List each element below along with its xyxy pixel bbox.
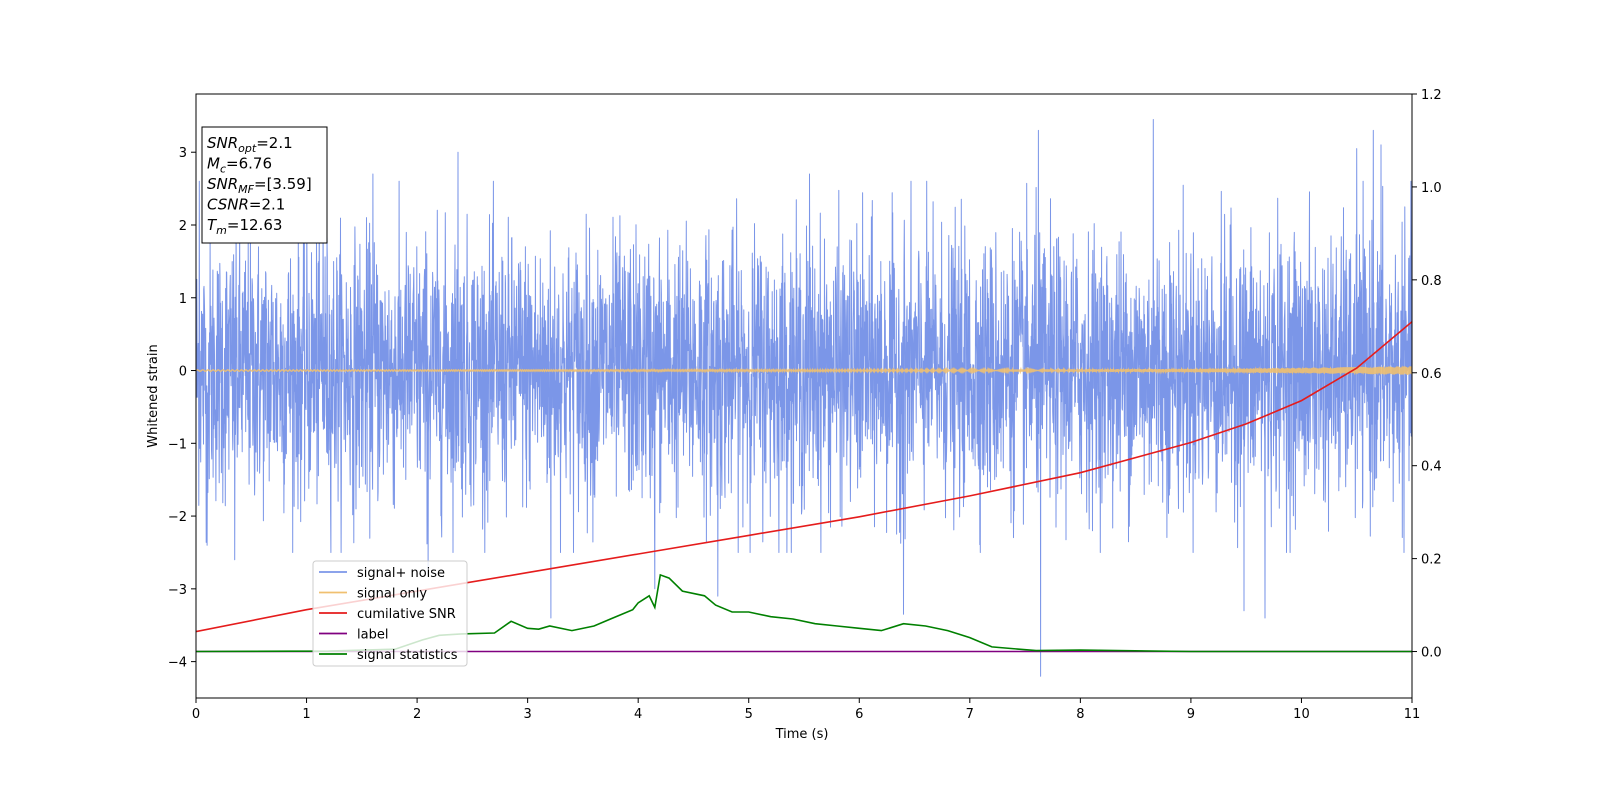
legend-label: signal+ noise (357, 566, 445, 581)
y-axis-label: Whitened strain (146, 344, 161, 447)
y2-tick-label: 0.0 (1421, 646, 1442, 661)
y-tick-label: −2 (168, 510, 187, 525)
y2-axis-ticks: 1.2 1.0 0.8 0.6 0.4 0.2 0.0 (1412, 88, 1442, 661)
y-tick-label: 1 (179, 292, 187, 307)
y2-tick-label: 0.2 (1421, 553, 1442, 568)
y2-tick-label: 0.6 (1421, 367, 1442, 382)
x-tick-label: 11 (1404, 707, 1421, 722)
y2-tick-label: 0.4 (1421, 460, 1442, 475)
y-tick-label: 2 (179, 219, 187, 234)
info-box-entry: Mc=6.76 (207, 155, 272, 176)
y2-tick-label: 1.2 (1421, 88, 1442, 103)
info-box-entry: Tm=12.63 (207, 216, 282, 237)
x-tick-label: 8 (1076, 707, 1084, 722)
legend-label: label (357, 628, 388, 643)
x-tick-label: 2 (413, 707, 421, 722)
legend-label: cumilative SNR (357, 607, 456, 622)
legend-frame (312, 560, 468, 667)
y-tick-label: 0 (179, 365, 187, 380)
x-tick-label: 1 (302, 707, 310, 722)
legend-label: signal statistics (357, 648, 458, 663)
y-tick-label: −3 (168, 583, 187, 598)
x-tick-label: 9 (1187, 707, 1195, 722)
y-tick-label: −4 (168, 656, 187, 671)
info-box-frame (201, 126, 328, 244)
plot-frame (195, 93, 1413, 699)
info-box-entry: SNRMF=[3.59] (207, 175, 312, 196)
info-box-entry: CSNR=2.1 (207, 196, 285, 214)
signal-statistics-line (196, 573, 1412, 653)
x-tick-label: 6 (855, 707, 863, 722)
x-tick-label: 3 (523, 707, 531, 722)
info-box-entry: SNRopt=2.1 (207, 134, 293, 155)
x-tick-label: 0 (192, 707, 200, 722)
y2-tick-label: 1.0 (1421, 181, 1442, 196)
x-tick-label: 10 (1293, 707, 1310, 722)
legend-label: signal only (357, 587, 427, 602)
signal-only-line (196, 365, 1412, 376)
signal-only-series (196, 365, 1412, 376)
y-tick-label: 3 (179, 146, 187, 161)
x-tick-label: 4 (634, 707, 642, 722)
legend: signal+ noise signal only cumilative SNR la… (312, 560, 468, 667)
y2-tick-label: 0.8 (1421, 274, 1442, 289)
x-axis-label: Time (s) (775, 727, 829, 742)
x-axis-ticks: 0 1 2 3 4 5 6 7 8 9 10 11 (192, 698, 1420, 722)
y-axis-ticks: 3 2 1 0 −1 −2 −3 −4 (168, 146, 196, 671)
y-tick-label: −1 (168, 437, 187, 452)
x-tick-label: 7 (966, 707, 974, 722)
x-tick-label: 5 (745, 707, 753, 722)
